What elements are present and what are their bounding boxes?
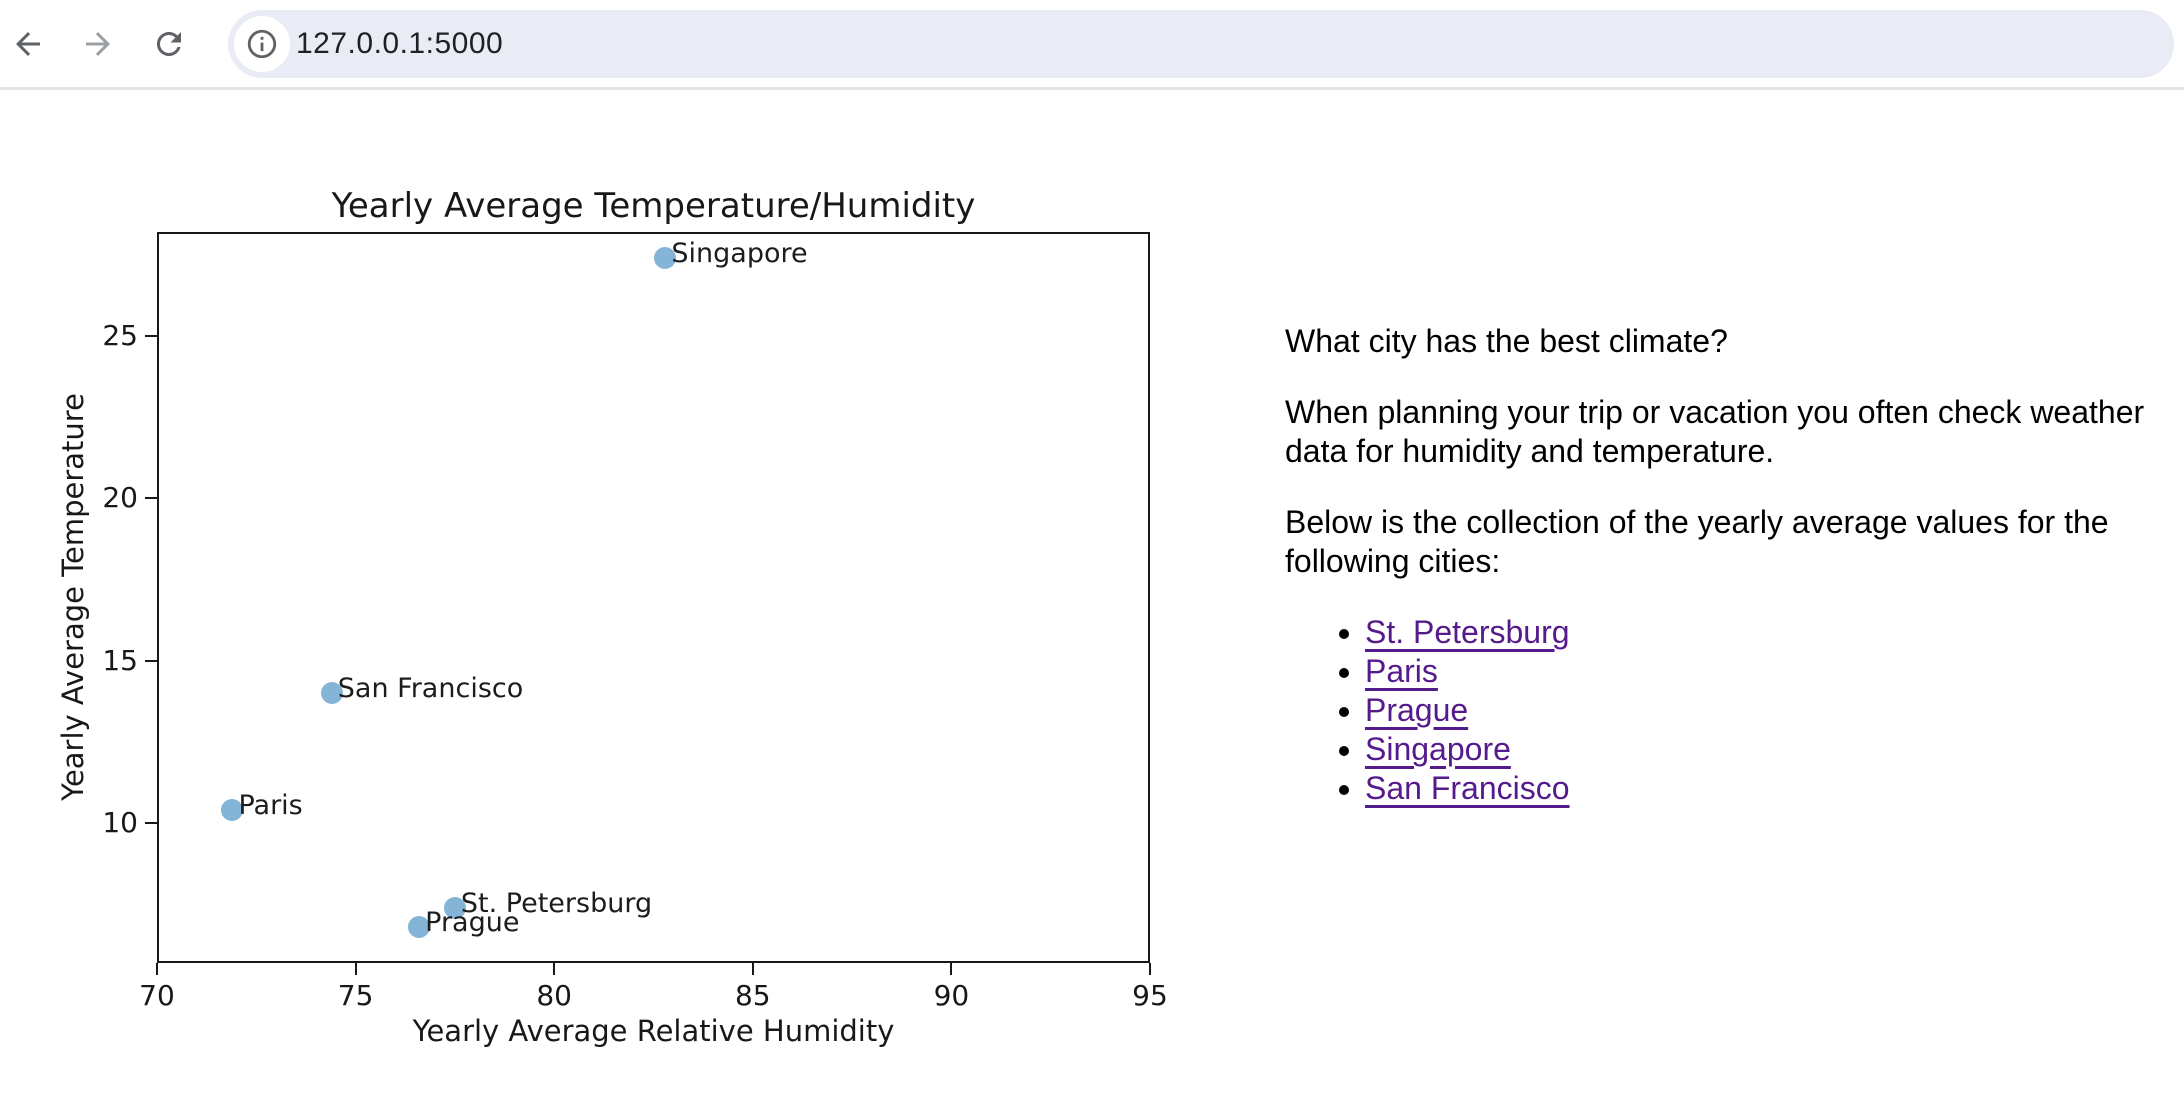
scatter-point-label: San Francisco bbox=[337, 673, 524, 705]
y-tick-mark bbox=[145, 334, 157, 337]
city-link-singapore[interactable]: Singapore bbox=[1365, 731, 1511, 767]
reload-button[interactable] bbox=[145, 20, 193, 68]
x-axis-label: Yearly Average Relative Humidity bbox=[412, 1014, 895, 1048]
city-link-paris[interactable]: Paris bbox=[1365, 653, 1438, 689]
list-item: St. Petersburg bbox=[1365, 613, 2150, 652]
planning-text: When planning your trip or vacation you … bbox=[1285, 394, 2145, 469]
x-tick-mark bbox=[950, 963, 953, 975]
chart-title: Yearly Average Temperature/Humidity bbox=[331, 186, 976, 226]
question-text: What city has the best climate? bbox=[1285, 323, 1728, 359]
back-arrow-icon bbox=[10, 26, 46, 62]
scatter-point bbox=[443, 896, 466, 919]
back-button[interactable] bbox=[4, 20, 52, 68]
scatter-point-label: St. Petersburg bbox=[460, 887, 653, 919]
x-tick-label: 95 bbox=[1132, 979, 1168, 1012]
city-link-st-petersburg[interactable]: St. Petersburg bbox=[1365, 614, 1570, 650]
scatter-point-label: Prague bbox=[425, 907, 520, 939]
scatter-point bbox=[654, 246, 677, 269]
plot-area bbox=[157, 232, 1150, 963]
x-tick-mark bbox=[1149, 963, 1151, 975]
y-tick-label: 20 bbox=[102, 481, 138, 515]
x-tick-label: 75 bbox=[337, 979, 374, 1012]
y-tick-mark bbox=[145, 497, 157, 500]
browser-toolbar: 127.0.0.1:5000 bbox=[0, 0, 2184, 90]
site-info-button[interactable] bbox=[234, 16, 290, 72]
y-axis-label: Yearly Average Temperature bbox=[56, 393, 90, 801]
list-item: Singapore bbox=[1365, 730, 2150, 769]
y-tick-label: 25 bbox=[102, 318, 138, 352]
climate-scatter-figure: Yearly Average Temperature/Humidity Year… bbox=[0, 88, 1260, 1094]
list-item: San Francisco bbox=[1365, 769, 2150, 808]
scatter-point-label: Singapore bbox=[671, 237, 808, 269]
collection-text: Below is the collection of the yearly av… bbox=[1285, 504, 2109, 579]
x-tick-label: 80 bbox=[536, 979, 572, 1012]
scatter-point bbox=[408, 916, 431, 939]
reload-icon bbox=[151, 26, 187, 62]
city-link-prague[interactable]: Prague bbox=[1365, 692, 1469, 728]
y-tick-label: 10 bbox=[102, 806, 138, 840]
list-item: Paris bbox=[1365, 652, 2150, 691]
x-tick-mark bbox=[751, 963, 754, 975]
x-tick-mark bbox=[553, 963, 556, 975]
x-tick-label: 70 bbox=[139, 979, 175, 1012]
scatter-point bbox=[221, 799, 244, 822]
x-tick-label: 90 bbox=[933, 979, 970, 1012]
city-link-san-francisco[interactable]: San Francisco bbox=[1365, 770, 1570, 806]
scatter-point-label: Paris bbox=[238, 790, 303, 822]
y-tick-mark bbox=[145, 822, 157, 825]
forward-button[interactable] bbox=[74, 20, 122, 68]
forward-arrow-icon bbox=[80, 26, 116, 62]
y-tick-mark bbox=[145, 659, 157, 662]
url-text: 127.0.0.1:5000 bbox=[296, 27, 504, 60]
description-column: What city has the best climate? When pla… bbox=[1285, 290, 2150, 840]
x-tick-mark bbox=[156, 963, 158, 975]
list-item: Prague bbox=[1365, 691, 2150, 730]
info-icon bbox=[245, 27, 279, 61]
url-bar[interactable]: 127.0.0.1:5000 bbox=[228, 10, 2174, 78]
city-link-list: St. Petersburg Paris Prague Singapore Sa… bbox=[1285, 613, 2150, 808]
scatter-point bbox=[320, 682, 343, 705]
y-tick-label: 15 bbox=[102, 643, 138, 677]
x-tick-mark bbox=[354, 963, 357, 975]
x-tick-label: 85 bbox=[734, 979, 771, 1012]
